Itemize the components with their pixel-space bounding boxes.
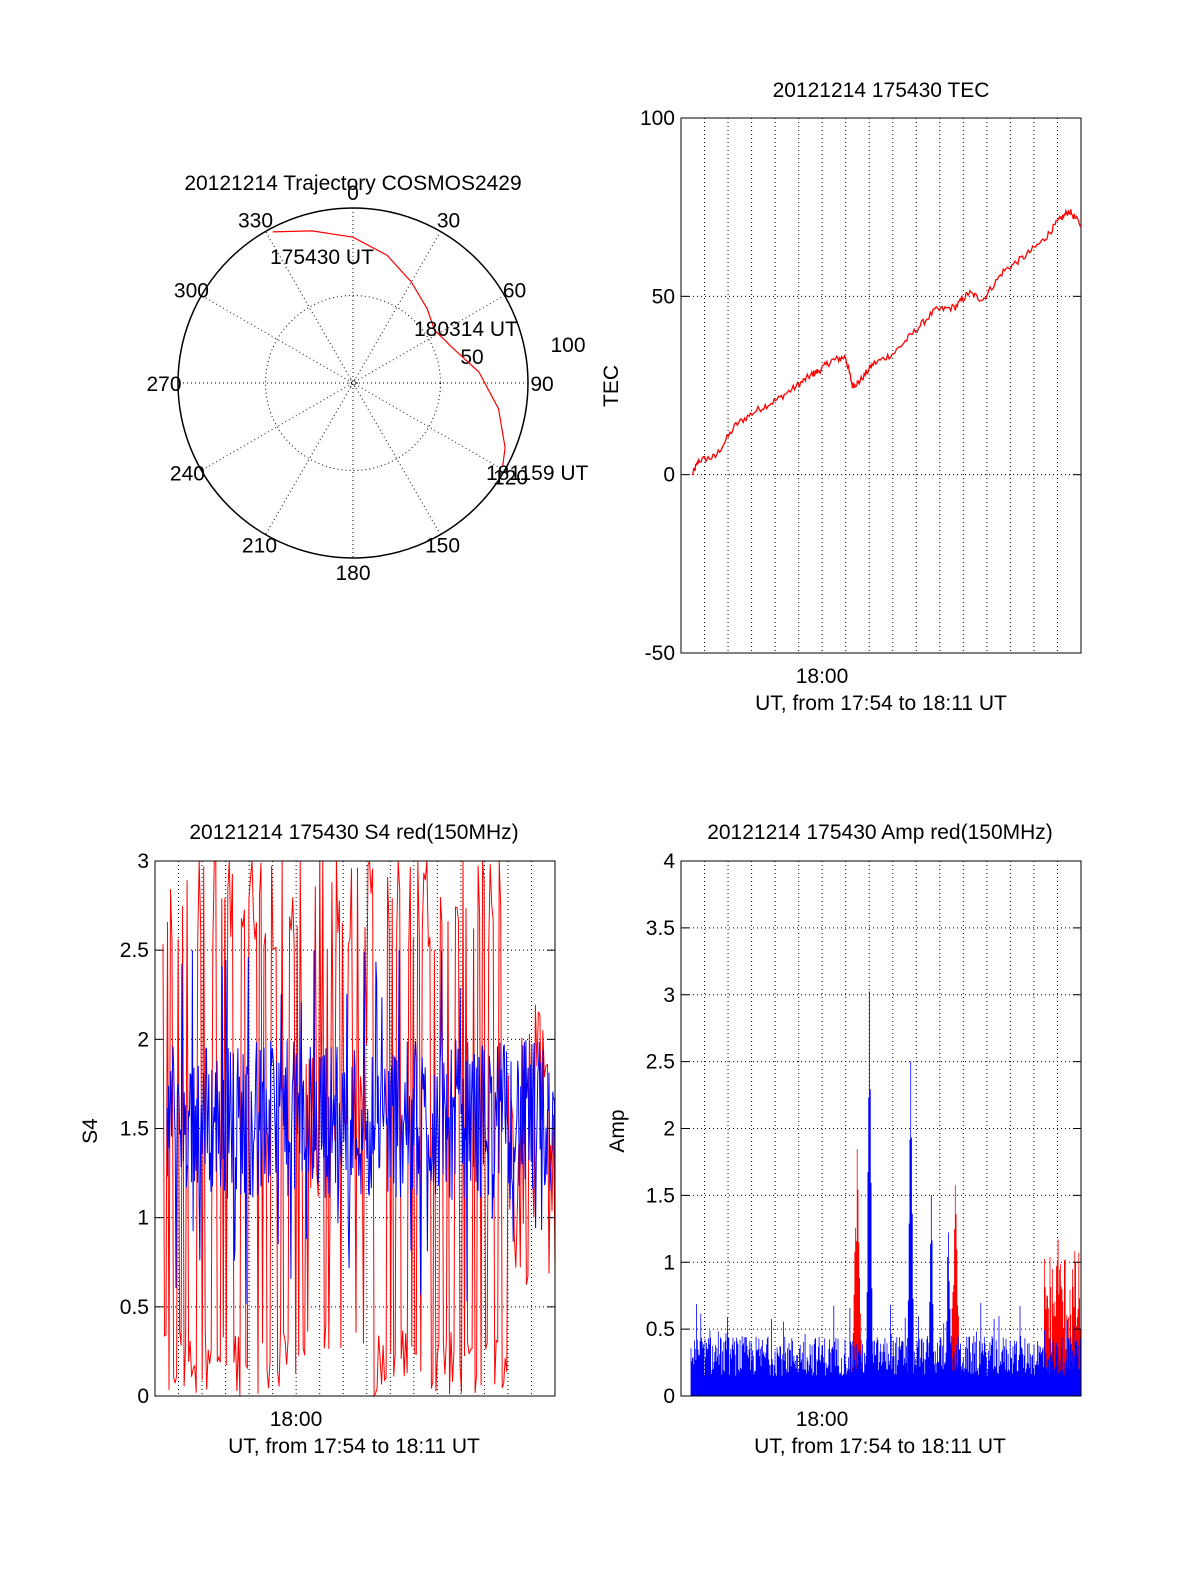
polar-trajectory-line xyxy=(272,230,506,467)
s4-x-axis-label: UT, from 17:54 to 18:11 UT xyxy=(228,1435,480,1458)
y-tick-label: 0 xyxy=(663,464,675,487)
polar-radial-label-50: 50 xyxy=(460,346,483,369)
y-tick-label: 4 xyxy=(663,850,675,873)
polar-grid-circle xyxy=(265,295,441,471)
amp-x-tick-label: 18:00 xyxy=(796,1408,849,1431)
y-tick-label: 2.5 xyxy=(646,1051,675,1074)
polar-annotation-mid: 180314 UT xyxy=(414,318,518,341)
polar-azimuth-label: 210 xyxy=(242,535,277,558)
polar-azimuth-label: 150 xyxy=(425,535,460,558)
polar-radial-label-100: 100 xyxy=(550,334,585,357)
y-tick-label: 1 xyxy=(663,1251,675,1274)
s4-blue-line xyxy=(166,950,556,1304)
polar-title: 20121214 Trajectory COSMOS2429 xyxy=(184,172,521,195)
y-tick-label: 2.5 xyxy=(120,939,149,962)
y-tick-label: 2 xyxy=(137,1028,149,1051)
y-tick-label: 0 xyxy=(663,1385,675,1408)
y-tick-label: 0.5 xyxy=(646,1318,675,1341)
polar-grid xyxy=(178,208,528,558)
s4-title: 20121214 175430 S4 red(150MHz) xyxy=(189,821,518,844)
tec-title: 20121214 175430 TEC xyxy=(773,79,990,102)
tec-series-line xyxy=(691,208,1082,476)
y-tick-label: 3 xyxy=(663,984,675,1007)
s4-y-tick-labels: 0 0.5 1 1.5 2 2.5 3 xyxy=(120,850,555,1408)
polar-azimuth-label: 270 xyxy=(146,373,181,396)
amp-chart: 20121214 175430 Amp red(150MHz) 0 0.5 1 1.5… xyxy=(606,821,1082,1458)
y-tick-label: 3.5 xyxy=(646,917,675,940)
polar-azimuth-label: 330 xyxy=(238,209,273,232)
y-tick-label: 0 xyxy=(137,1385,149,1408)
polar-azimuth-label: 0 xyxy=(347,182,359,205)
polar-annotation-end: 181159 UT xyxy=(486,462,589,485)
tec-plot-frame xyxy=(680,117,1082,654)
y-tick-label: 1 xyxy=(137,1207,149,1230)
polar-chart: 20121214 Trajectory COSMOS2429 0 30 60 90 12… xyxy=(146,172,588,585)
s4-y-axis-label: S4 xyxy=(79,1118,102,1144)
y-tick-label: 100 xyxy=(640,107,675,130)
polar-grid-center xyxy=(348,378,358,388)
s4-chart: 20121214 175430 S4 red(150MHz) 0 0.5 1 1.5 2… xyxy=(79,821,556,1458)
polar-azimuth-label: 180 xyxy=(335,562,370,585)
polar-azimuth-label: 120 xyxy=(493,467,528,490)
amp-y-tick-labels: 0 0.5 1 1.5 2 2.5 3 3.5 4 xyxy=(646,850,1081,1408)
tec-y-axis-label: TEC xyxy=(600,365,623,407)
polar-azimuth-label: 300 xyxy=(174,280,209,303)
tec-x-axis-label: UT, from 17:54 to 18:11 UT xyxy=(755,692,1007,715)
y-tick-label: 1.5 xyxy=(646,1184,675,1207)
tec-y-tick-labels: -50 0 50 100 xyxy=(640,107,1081,665)
s4-x-tick-label: 18:00 xyxy=(270,1408,323,1431)
y-tick-label: 3 xyxy=(137,850,149,873)
polar-annotation-start: 175430 UT xyxy=(270,246,374,269)
polar-azimuth-label: 60 xyxy=(503,280,526,303)
amp-grid xyxy=(681,861,1081,1396)
polar-azimuth-label: 240 xyxy=(170,463,205,486)
polar-azimuth-label: 90 xyxy=(530,373,553,396)
polar-outer-circle xyxy=(177,207,529,559)
amp-series xyxy=(690,991,1082,1396)
polar-azimuth-label: 30 xyxy=(437,209,460,232)
y-tick-label: -50 xyxy=(645,642,675,665)
amp-blue-bars xyxy=(690,991,1082,1396)
amp-title: 20121214 175430 Amp red(150MHz) xyxy=(707,821,1053,844)
y-tick-label: 50 xyxy=(652,285,675,308)
polar-azimuth-labels: 0 30 60 90 120 150 180 210 240 270 300 330 xyxy=(146,182,553,585)
s4-blue-series xyxy=(166,950,556,1304)
tec-x-tick-label: 18:00 xyxy=(796,665,849,688)
y-tick-label: 0.5 xyxy=(120,1296,149,1319)
y-tick-label: 2 xyxy=(663,1118,675,1141)
y-tick-label: 1.5 xyxy=(120,1118,149,1141)
tec-grid xyxy=(681,118,1081,653)
amp-x-axis-label: UT, from 17:54 to 18:11 UT xyxy=(754,1435,1006,1458)
amp-y-axis-label: Amp xyxy=(606,1109,629,1152)
